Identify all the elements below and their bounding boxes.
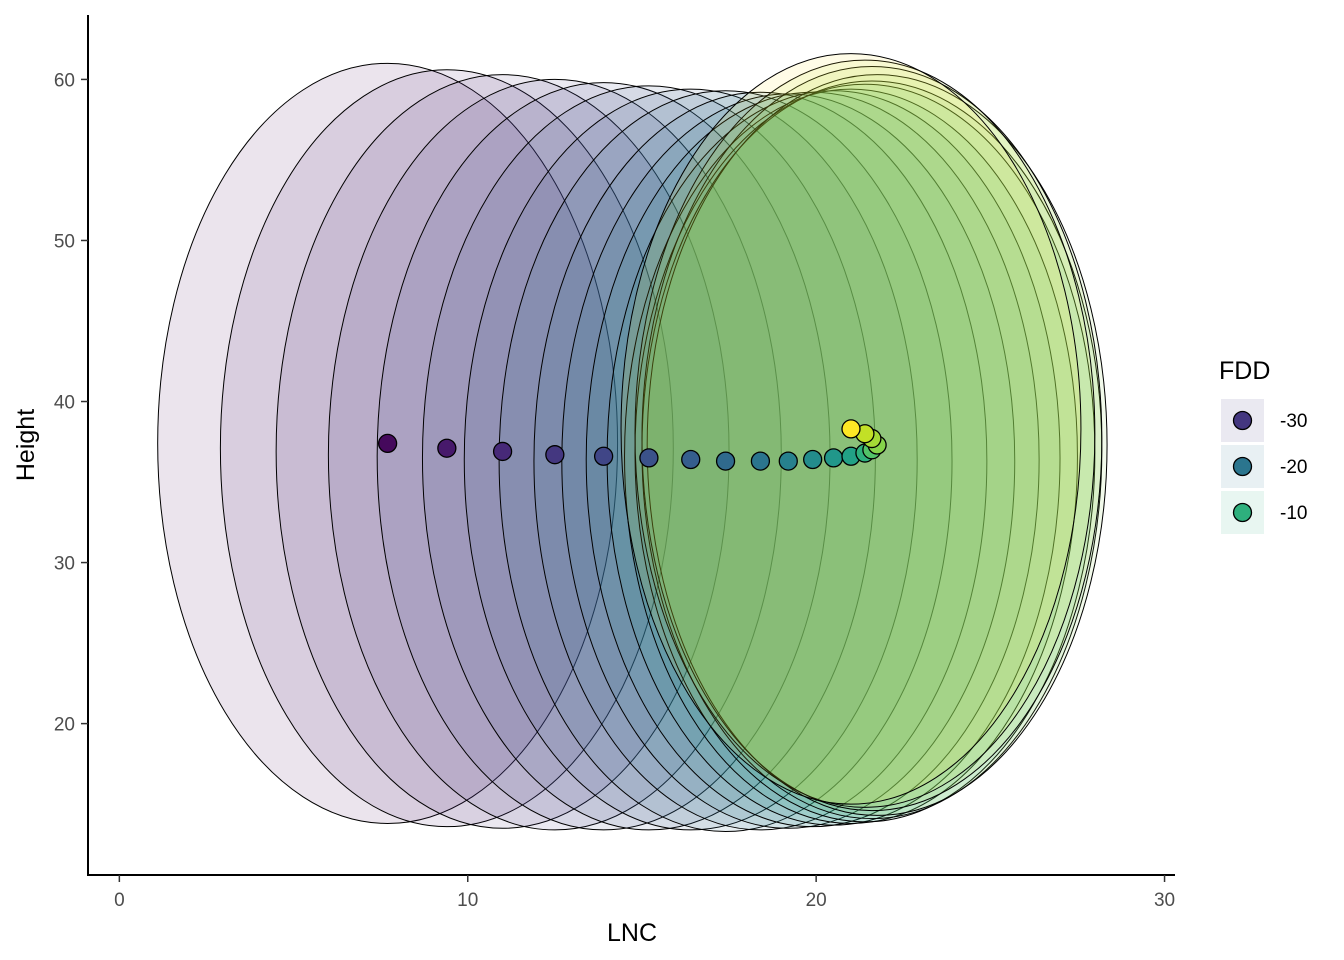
y-axis-title: Height: [12, 409, 40, 481]
y-tick-label: 60: [54, 70, 75, 91]
legend-label: -30: [1280, 411, 1307, 432]
y-tick-label: 40: [54, 393, 75, 414]
data-point-0: [377, 433, 398, 454]
legend-entry-0: -30: [1221, 399, 1307, 442]
legend-key-point: [1232, 456, 1253, 477]
data-point-4: [593, 446, 614, 466]
data-point-18: [841, 419, 861, 439]
axes: [87, 15, 1175, 876]
y-tick-label: 20: [54, 715, 75, 736]
ticks: 0 10 20 30 20 30 40 50 60: [54, 70, 1175, 911]
data-point-9: [778, 451, 798, 471]
y-tick-label: 50: [54, 231, 75, 252]
data-point-2: [492, 441, 513, 462]
data-point-5: [639, 448, 659, 468]
x-tick-label: 30: [1154, 890, 1175, 911]
data-point-11: [823, 448, 844, 468]
y-tick-label: 30: [54, 554, 75, 575]
data-point-3: [545, 445, 565, 465]
legend-entry-2: -10: [1221, 491, 1307, 534]
x-tick-label: 0: [114, 890, 125, 911]
x-axis-title: LNC: [607, 919, 657, 947]
data-point-7: [715, 451, 736, 471]
legend-key-point: [1232, 410, 1253, 431]
legend-title: FDD: [1219, 357, 1270, 385]
points-layer: [377, 419, 887, 471]
ellipses-layer: [157, 53, 1108, 833]
legend: FDD -30 -20 -10: [1219, 357, 1307, 534]
x-tick-label: 10: [457, 890, 478, 911]
x-tick-label: 20: [806, 890, 827, 911]
data-point-10: [803, 449, 823, 470]
legend-label: -10: [1280, 503, 1307, 524]
data-point-1: [437, 438, 457, 458]
legend-label: -20: [1280, 457, 1307, 478]
legend-entry-1: -20: [1221, 445, 1307, 488]
legend-key-point: [1232, 502, 1253, 523]
data-point-8: [750, 451, 771, 471]
data-point-6: [681, 449, 701, 470]
